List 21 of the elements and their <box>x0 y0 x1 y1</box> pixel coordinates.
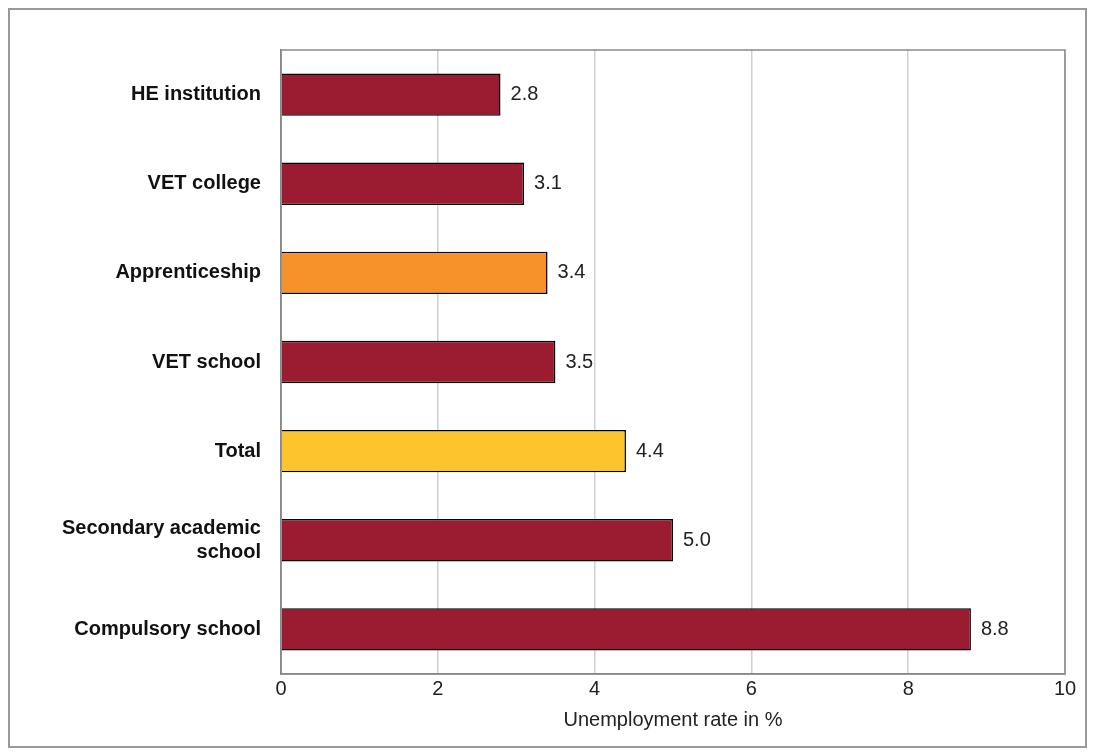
data-label: 5.0 <box>683 527 711 550</box>
data-label: 8.8 <box>980 616 1009 639</box>
y-tick-label: Total <box>214 438 261 461</box>
data-label: 3.4 <box>557 260 586 283</box>
data-label: 3.5 <box>565 349 594 372</box>
y-tick-label: VET college <box>147 171 261 194</box>
x-tick-label: 2 <box>432 676 444 699</box>
y-tick-label: Secondary academic school <box>61 515 261 562</box>
x-tick-label: 10 <box>1053 676 1077 699</box>
x-tick-label: 4 <box>589 676 601 699</box>
y-tick-label: Compulsory school <box>74 616 261 639</box>
x-tick-label: 0 <box>275 676 287 699</box>
x-tick-label: 6 <box>745 676 757 699</box>
y-tick-label: Apprenticeship <box>115 260 261 283</box>
data-label: 3.1 <box>534 171 562 194</box>
data-label: 4.4 <box>635 438 664 461</box>
x-tick-label: 8 <box>902 676 914 699</box>
y-tick-label: HE institution <box>131 82 261 105</box>
x-axis-title: Unemployment rate in % <box>563 707 783 730</box>
y-tick-label: VET school <box>152 349 261 372</box>
data-label: 2.8 <box>510 82 539 105</box>
